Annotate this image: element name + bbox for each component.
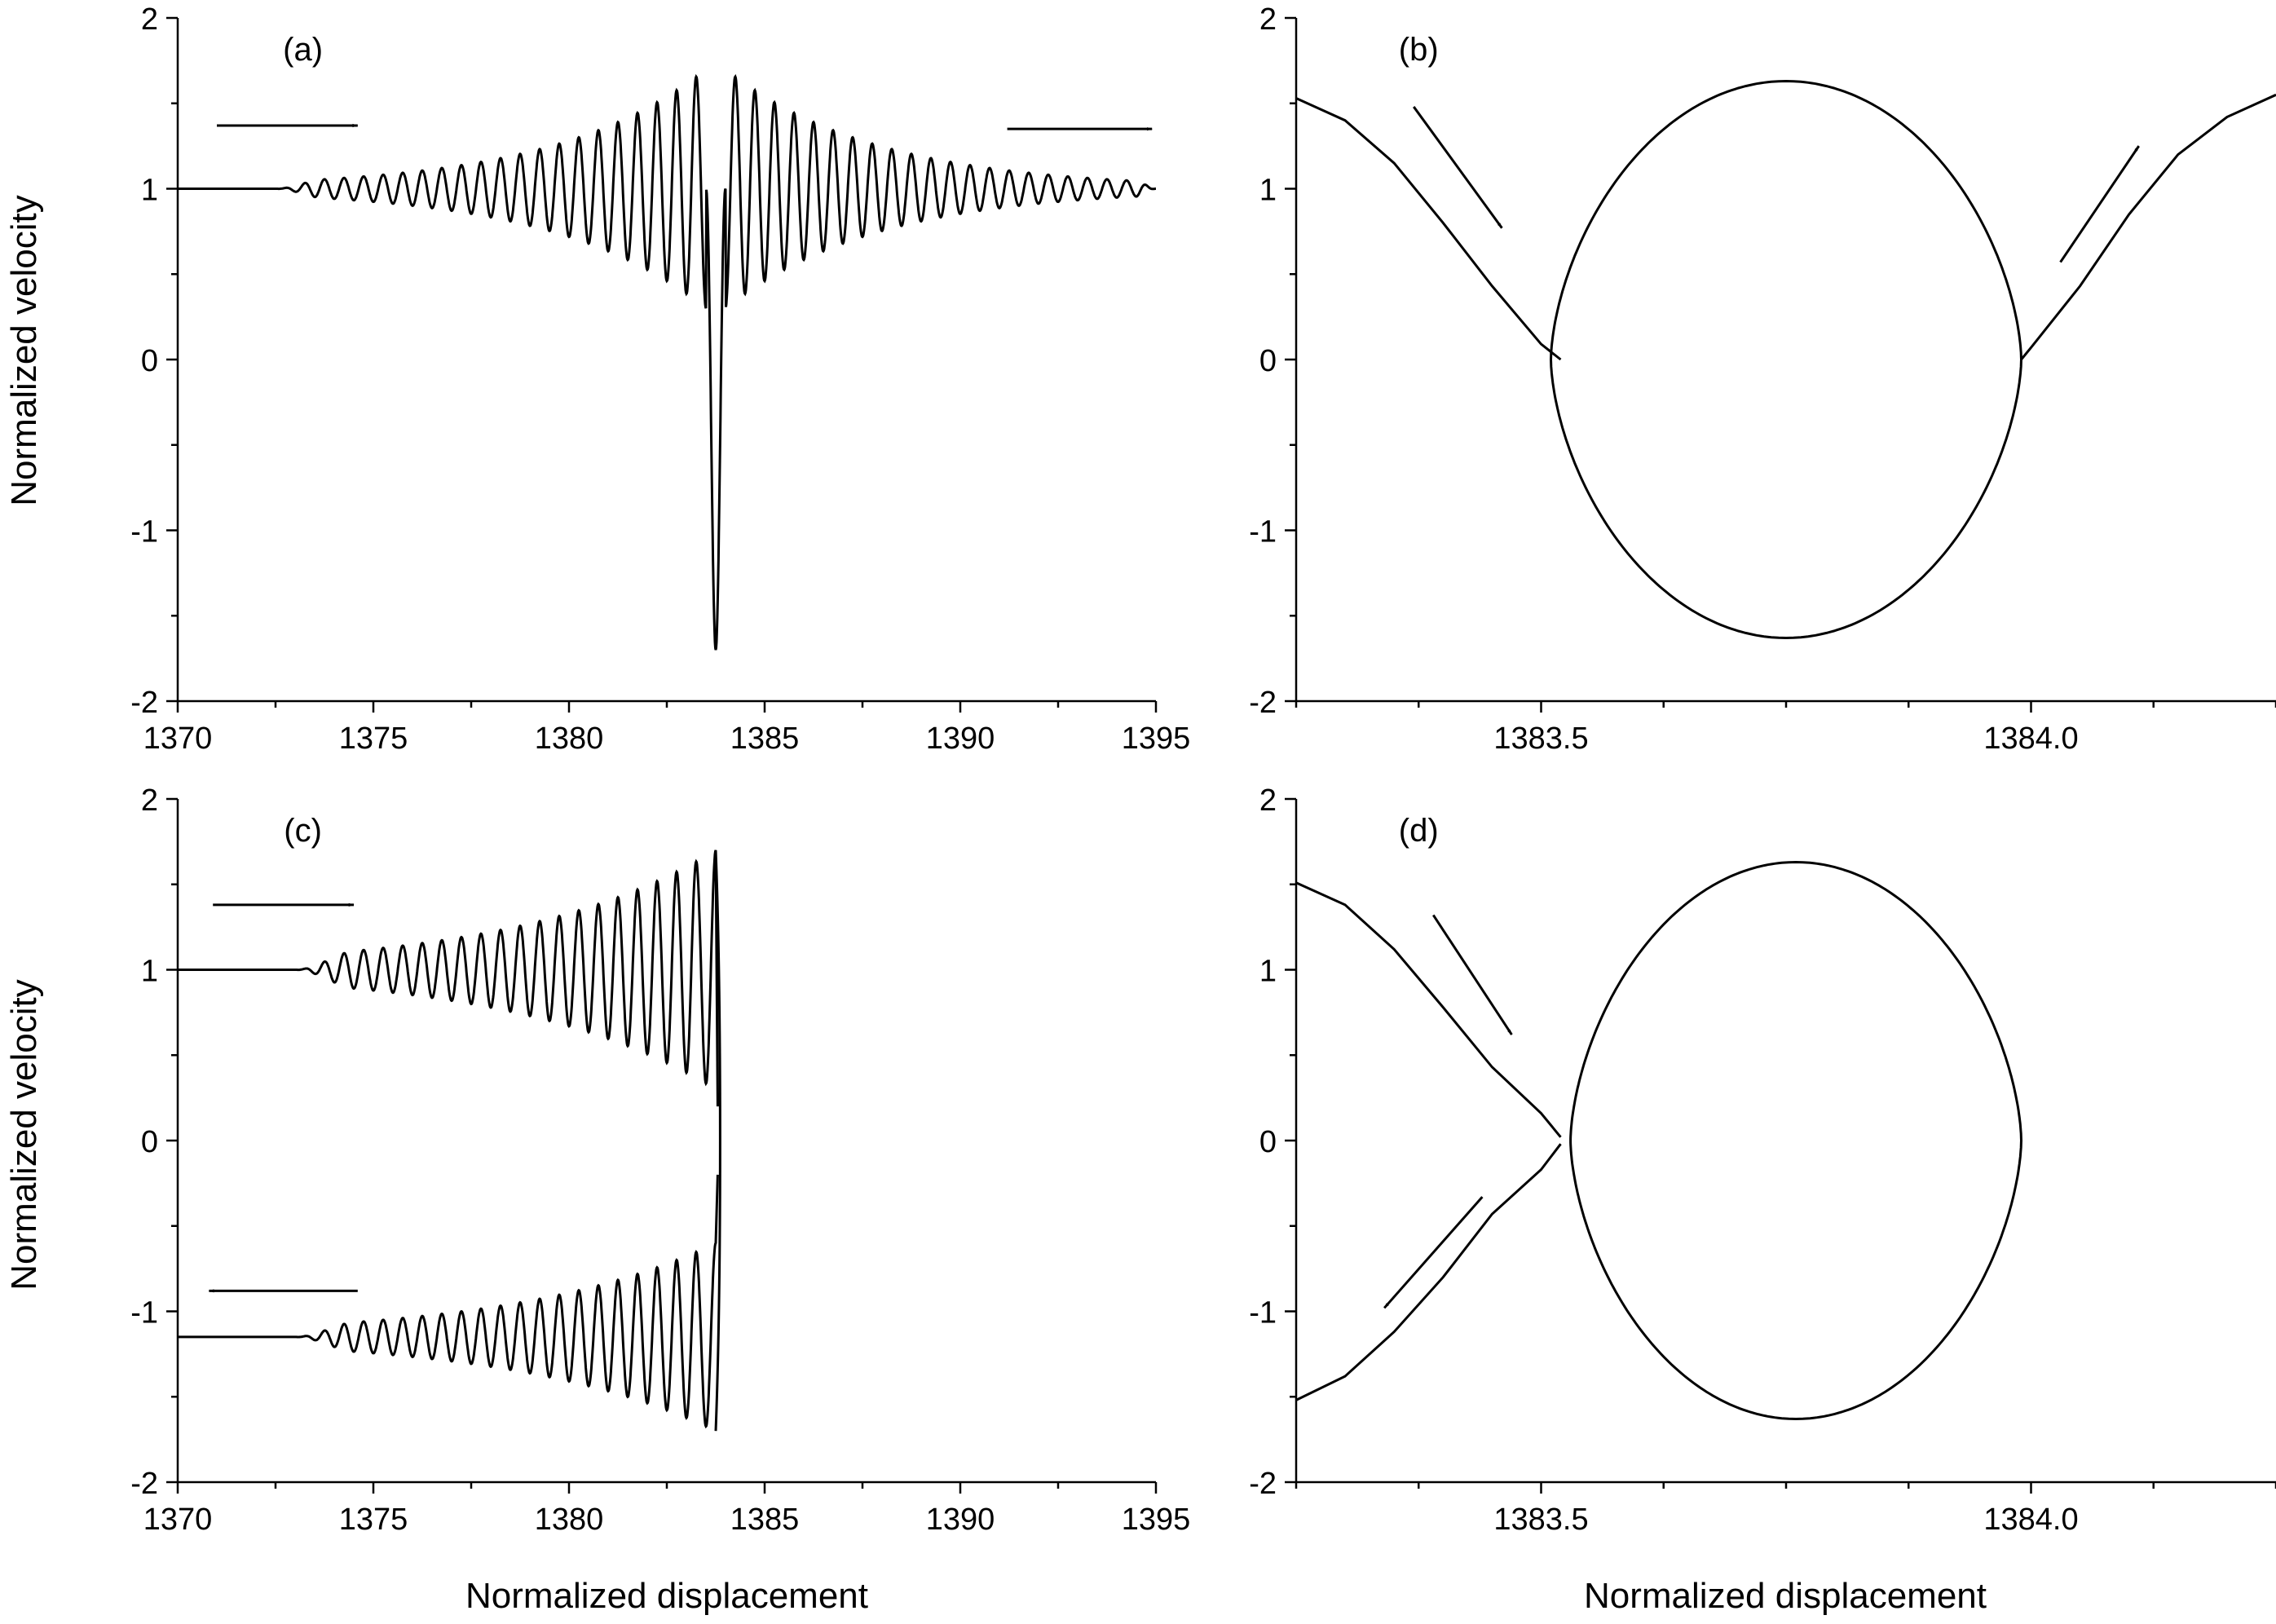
- y-tick-label: -1: [1249, 515, 1277, 549]
- series-line: [1295, 1143, 1562, 1401]
- y-tick-label: 1: [141, 955, 158, 989]
- panel-label: (a): [283, 32, 323, 68]
- direction-arrow: [2059, 145, 2140, 263]
- x-axis-label-right: Normalized displacement: [1584, 1576, 1987, 1616]
- direction-arrow: [1413, 106, 1503, 229]
- x-tick-label: 1384.0: [1983, 722, 2078, 756]
- y-tick-label: -1: [130, 515, 158, 549]
- y-tick-label: 0: [1259, 1125, 1277, 1159]
- y-tick-label: -2: [1249, 1467, 1277, 1501]
- series-line: [1549, 79, 2023, 640]
- y-axis-label-bottom: Normalized velocity: [4, 979, 44, 1290]
- series-line: [2020, 93, 2276, 360]
- y-tick-label: 2: [141, 783, 158, 818]
- panel-c: -2 -1 0 1 2 1370 1375 1380 1385 1390 1395 (c): [130, 783, 1190, 1537]
- y-tick-label: 0: [1259, 344, 1277, 378]
- x-tick-label: 1380: [535, 1503, 604, 1537]
- y-tick-label: 2: [1259, 2, 1277, 37]
- x-tick-label: 1375: [339, 722, 408, 756]
- x-tick-label: 1395: [1122, 722, 1191, 756]
- y-tick-label: 1: [1259, 174, 1277, 208]
- series-line: [178, 1174, 719, 1429]
- x-tick-label: 1370: [143, 1503, 213, 1537]
- y-tick-label: 2: [1259, 783, 1277, 818]
- y-tick-label: 0: [141, 344, 158, 378]
- panel-label: (d): [1399, 813, 1439, 849]
- panel-d: -2 -1 0 1 2 1383.5 1384.0 (d): [1249, 783, 2276, 1537]
- x-tick-label: 1375: [339, 1503, 408, 1537]
- y-tick-label: -1: [130, 1296, 158, 1331]
- x-tick-label: 1383.5: [1493, 1503, 1588, 1537]
- series-line: [1295, 881, 1562, 1138]
- x-tick-label: 1383.5: [1493, 722, 1588, 756]
- panel-b: -2 -1 0 1 2 1383.5 1384.0 (b): [1249, 2, 2276, 756]
- y-tick-label: 1: [1259, 955, 1277, 989]
- y-tick-label: -2: [1249, 686, 1277, 720]
- y-axis-label-top: Normalized velocity: [4, 195, 44, 505]
- y-tick-label: 1: [141, 174, 158, 208]
- y-tick-label: -2: [130, 1467, 158, 1501]
- y-tick-label: -2: [130, 686, 158, 720]
- x-tick-label: 1390: [926, 1503, 995, 1537]
- y-tick-label: 0: [141, 1125, 158, 1159]
- direction-arrow: [1383, 1196, 1484, 1309]
- series-line: [1295, 97, 1562, 361]
- x-tick-label: 1385: [730, 722, 800, 756]
- x-tick-label: 1385: [730, 1503, 800, 1537]
- x-tick-label: 1384.0: [1983, 1503, 2078, 1537]
- x-tick-label: 1380: [535, 722, 604, 756]
- x-tick-label: 1370: [143, 722, 213, 756]
- series-line: [178, 73, 1156, 651]
- series-line: [1569, 860, 2023, 1421]
- y-tick-label: 2: [141, 2, 158, 37]
- panel-a: -2 -1 0 1 2 1370 1375 1380 1385 1390 1395 (a): [130, 2, 1190, 756]
- x-tick-label: 1390: [926, 722, 995, 756]
- series-line: [178, 850, 721, 1432]
- direction-arrow: [1432, 914, 1513, 1035]
- x-axis-label-left: Normalized displacement: [465, 1576, 868, 1616]
- panel-label: (b): [1399, 32, 1439, 68]
- panel-label: (c): [284, 813, 322, 849]
- x-tick-label: 1395: [1122, 1503, 1191, 1537]
- y-tick-label: -1: [1249, 1296, 1277, 1331]
